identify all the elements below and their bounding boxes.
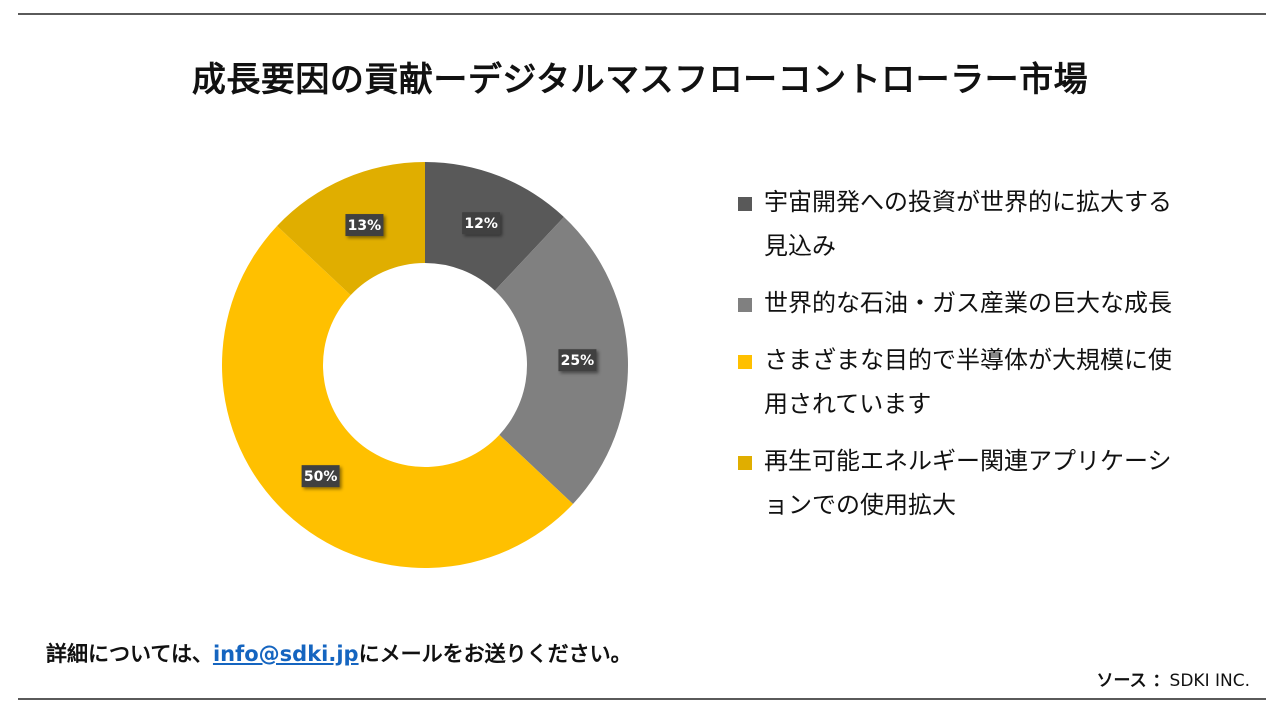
contact-email-link[interactable]: info@sdki.jp xyxy=(212,642,359,666)
contact-line: 詳細については、info@sdki.jpにメールをお送りください。 xyxy=(46,638,632,668)
legend-label: 宇宙開発への投資が世界的に拡大する見込み xyxy=(764,188,1172,260)
legend-label: 世界的な石油・ガス産業の巨大な成長 xyxy=(764,289,1172,317)
data-label-box xyxy=(345,214,384,237)
legend-swatch xyxy=(738,355,752,369)
data-label-text: 13% xyxy=(348,218,382,234)
legend-swatch xyxy=(738,298,752,312)
source-value: SDKI INC. xyxy=(1169,671,1250,691)
data-label: 25% xyxy=(558,349,597,372)
legend-item: 世界的な石油・ガス産業の巨大な成長 xyxy=(738,281,1198,325)
legend-label: 再生可能エネルギー関連アプリケーションでの使用拡大 xyxy=(764,447,1172,519)
data-label-box xyxy=(301,465,340,488)
data-label-text: 12% xyxy=(464,216,498,232)
legend-swatch xyxy=(738,197,752,211)
source-label: ソース ： xyxy=(1096,671,1170,691)
chart-legend: 宇宙開発への投資が世界的に拡大する見込み 世界的な石油・ガス産業の巨大な成長 さ… xyxy=(738,180,1198,540)
legend-swatch xyxy=(738,456,752,470)
contact-prefix: 詳細については、 xyxy=(46,642,213,666)
data-label-text: 50% xyxy=(304,469,338,485)
legend-item: さまざまな目的で半導体が大規模に使用されています xyxy=(738,338,1198,426)
data-label-box xyxy=(462,212,501,235)
page-title: 成長要因の貢献ーデジタルマスフローコントローラー市場 xyxy=(191,60,1089,100)
data-label-box xyxy=(558,349,597,372)
legend-item: 再生可能エネルギー関連アプリケーションでの使用拡大 xyxy=(738,439,1198,527)
data-label-text: 25% xyxy=(561,353,595,369)
bottom-divider xyxy=(18,698,1266,700)
data-label: 13% xyxy=(345,214,384,237)
contact-suffix: にメールをお送りください。 xyxy=(358,642,632,666)
data-label: 12% xyxy=(462,212,501,235)
legend-label: さまざまな目的で半導体が大規模に使用されています xyxy=(764,346,1172,418)
legend-item: 宇宙開発への投資が世界的に拡大する見込み xyxy=(738,180,1198,268)
data-label: 50% xyxy=(301,465,340,488)
top-divider xyxy=(18,13,1266,15)
source-credit: ソース ：SDKI INC. xyxy=(1096,666,1250,691)
donut-chart: 12% 25% 50% 13% xyxy=(222,162,628,568)
